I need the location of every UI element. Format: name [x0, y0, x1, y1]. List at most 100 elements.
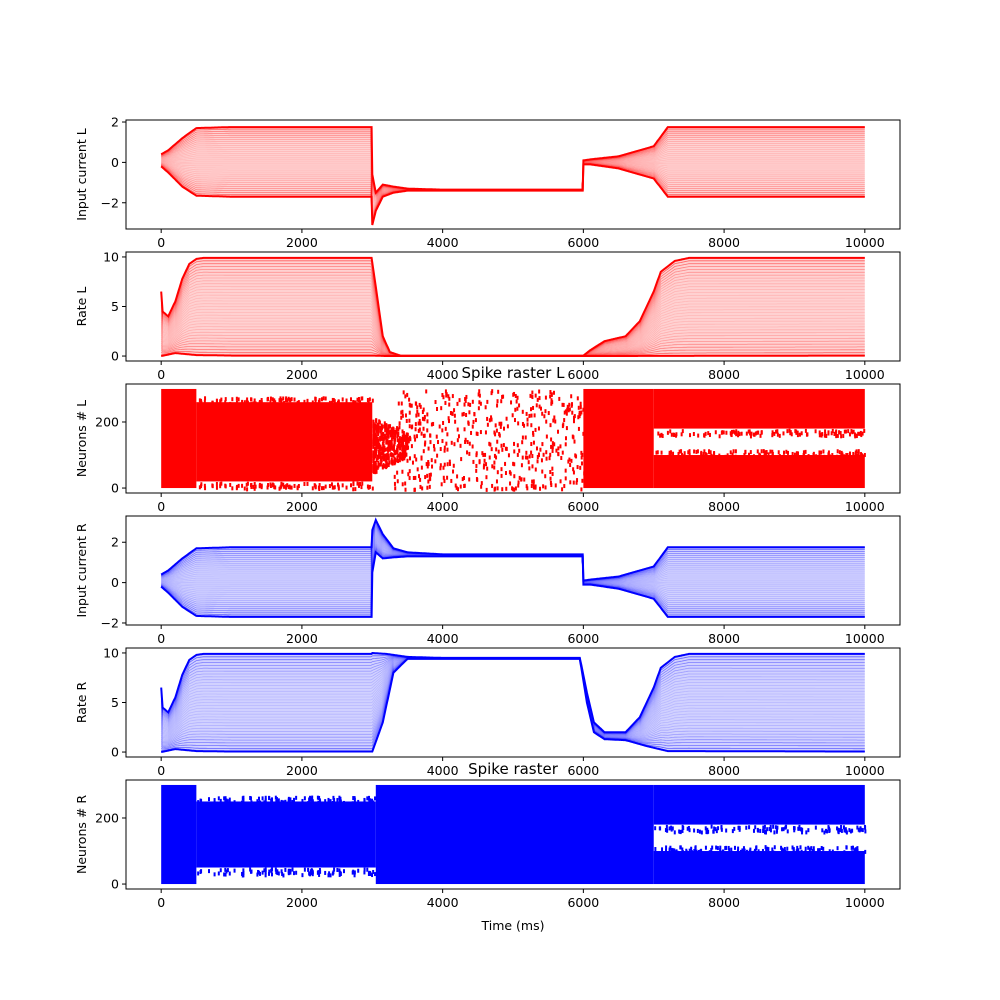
spike-mark	[513, 462, 516, 467]
spike-mark	[567, 459, 570, 464]
spike-mark	[715, 829, 718, 834]
spike-mark	[537, 452, 540, 457]
spike-mark	[576, 396, 579, 401]
spike-mark	[775, 829, 778, 834]
spike-mark	[427, 446, 430, 451]
spike-mark	[474, 418, 477, 423]
spike-mark	[237, 483, 240, 488]
spike-mark	[551, 441, 554, 446]
spike-mark	[408, 476, 411, 481]
spike-mark	[399, 438, 402, 443]
spike-mark	[675, 432, 678, 437]
spike-mark	[397, 401, 400, 406]
spike-mark	[375, 444, 378, 449]
spike-mark	[516, 452, 519, 457]
spike-mark	[514, 407, 517, 412]
spike-mark	[703, 433, 706, 438]
spike-mark	[461, 412, 464, 417]
spike-mark	[381, 433, 384, 438]
spike-mark	[744, 449, 747, 454]
spike-mark	[504, 446, 507, 451]
spike-mark	[769, 824, 772, 829]
spike-mark	[271, 867, 274, 872]
spike-mark	[776, 429, 779, 434]
spike-mark	[397, 453, 400, 458]
spike-mark	[197, 871, 200, 876]
spike-mark	[861, 453, 864, 458]
spike-mark	[479, 430, 482, 435]
spike-mark	[526, 455, 529, 460]
spike-mark	[333, 399, 336, 404]
spike-mark	[215, 481, 218, 486]
spike-mark	[704, 826, 707, 831]
spike-mark	[660, 432, 663, 437]
spike-mark	[777, 450, 780, 455]
spike-mark	[502, 426, 505, 431]
spike-mark	[810, 846, 813, 851]
spike-mark	[525, 411, 528, 416]
spike-mark	[485, 475, 488, 480]
spike-mark	[311, 486, 314, 491]
spike-mark	[394, 429, 397, 434]
series-band	[161, 127, 865, 225]
spike-mark	[700, 450, 703, 455]
x-tick-label: 2000	[286, 895, 318, 910]
raster-region	[583, 388, 654, 489]
spike-mark	[420, 455, 423, 460]
spike-mark	[580, 455, 583, 460]
x-tick-label: 0	[157, 235, 165, 250]
spike-mark	[432, 444, 435, 449]
spike-mark	[745, 825, 748, 830]
spike-mark	[579, 405, 582, 410]
spike-mark	[484, 452, 487, 457]
spike-mark	[850, 429, 853, 434]
spike-mark	[284, 799, 287, 804]
spike-mark	[413, 454, 416, 459]
spike-mark	[728, 848, 731, 853]
spike-mark	[671, 454, 674, 459]
y-tick-label: 0	[111, 349, 119, 364]
spike-mark	[482, 465, 485, 470]
spike-mark	[850, 845, 853, 850]
spike-mark	[745, 849, 748, 854]
spike-mark	[452, 463, 455, 468]
spike-mark	[433, 447, 436, 452]
spike-mark	[842, 433, 845, 438]
spike-mark	[563, 418, 566, 423]
spike-mark	[419, 404, 422, 409]
spike-mark	[379, 425, 382, 430]
spike-mark	[309, 870, 312, 875]
spike-mark	[328, 484, 331, 489]
spike-mark	[688, 449, 691, 454]
spike-mark	[459, 484, 462, 489]
spike-mark	[387, 424, 390, 429]
spike-mark	[450, 478, 453, 483]
spike-mark	[682, 454, 685, 459]
spike-mark	[233, 868, 236, 873]
x-tick-label: 10000	[845, 235, 885, 250]
spike-mark	[557, 452, 560, 457]
spike-mark	[562, 402, 565, 407]
spike-mark	[402, 434, 405, 439]
spike-mark	[408, 418, 411, 423]
spike-mark	[523, 477, 526, 482]
spike-mark	[537, 426, 540, 431]
spike-mark	[318, 398, 321, 403]
spike-mark	[377, 454, 380, 459]
spike-mark	[542, 484, 545, 489]
x-tick-label: 0	[157, 763, 165, 778]
panel-rate_L: 0 2000 4000 6000 8000 10000 0 5 10 Rate L	[74, 249, 901, 382]
spike-mark	[818, 430, 821, 435]
spike-mark	[425, 462, 428, 467]
spike-mark	[427, 479, 430, 484]
spike-mark	[400, 415, 403, 420]
spike-mark	[836, 826, 839, 831]
spike-mark	[318, 872, 321, 877]
spike-mark	[680, 452, 683, 457]
spike-mark	[531, 395, 534, 400]
spike-mark	[384, 435, 387, 440]
spike-mark	[448, 461, 451, 466]
spike-mark	[372, 450, 375, 455]
spike-mark	[495, 428, 498, 433]
spike-mark	[421, 416, 424, 421]
